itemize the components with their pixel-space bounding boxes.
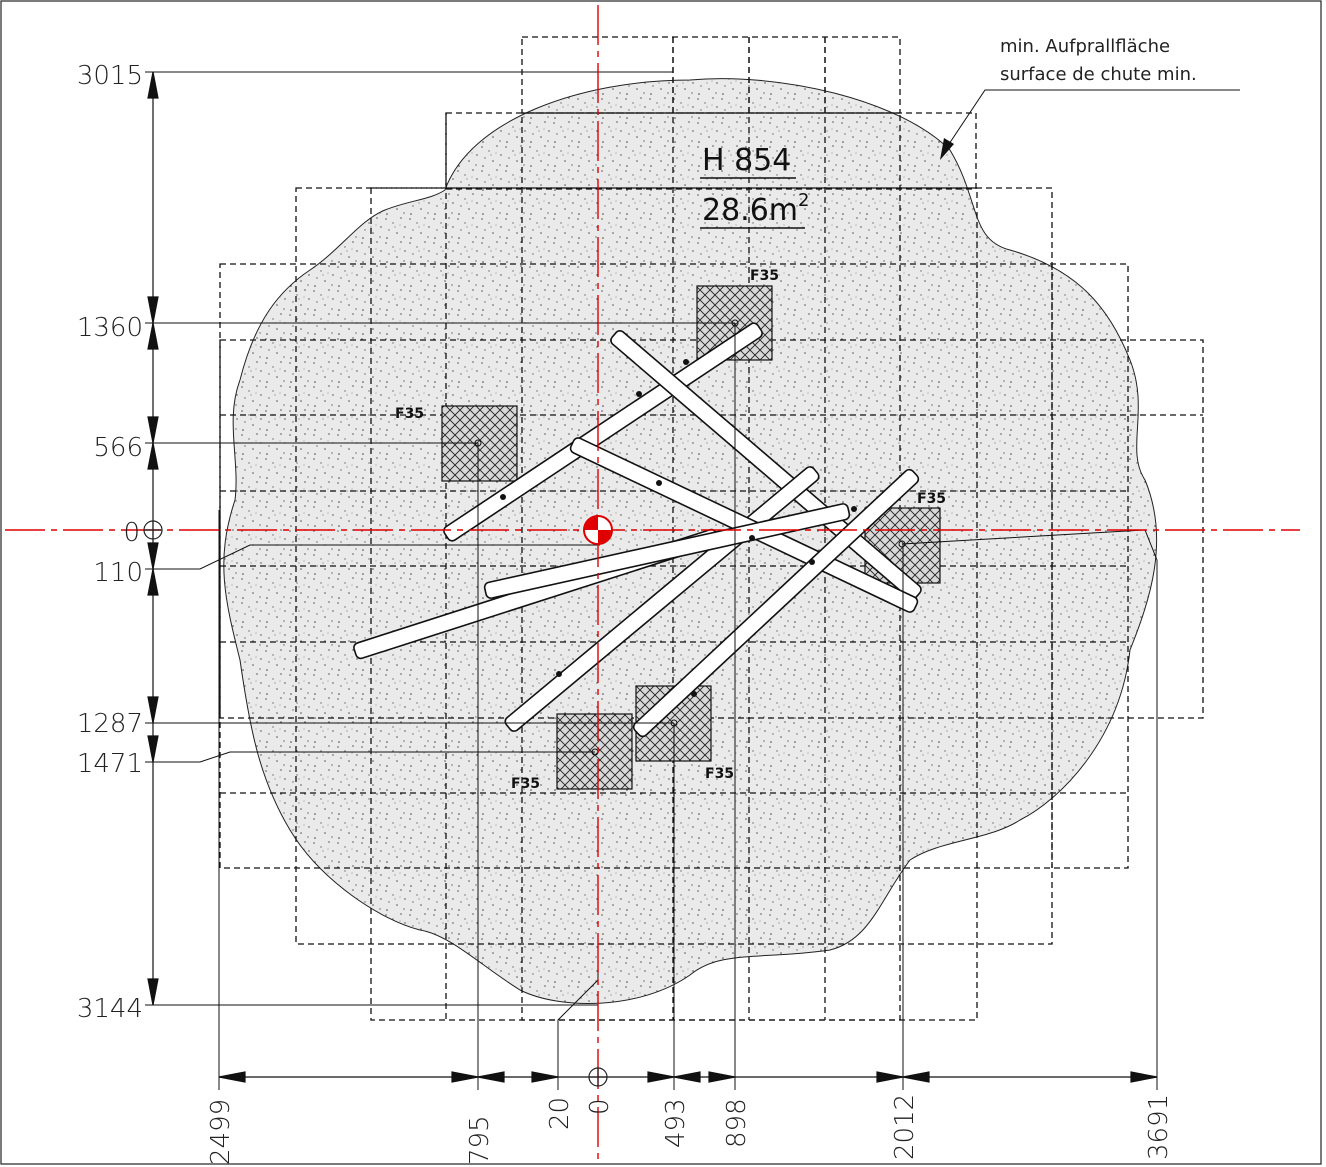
dim-v-3144: 3144 xyxy=(77,994,143,1024)
surface-label-de: min. Aufprallfläche xyxy=(1000,36,1170,57)
leader-lines xyxy=(145,71,1158,1090)
foundation-label-top: F35 xyxy=(750,268,779,284)
area-value: 28.6m2 xyxy=(702,190,809,228)
beams xyxy=(353,322,922,738)
dim-v-3015: 3015 xyxy=(77,61,143,91)
dim-v-110: 110 xyxy=(93,558,143,588)
surface-label-arrow xyxy=(940,138,954,160)
dim-v-566: 566 xyxy=(93,433,143,463)
center-axes xyxy=(5,5,1300,1162)
joints xyxy=(474,319,906,756)
dim-h-2499: 2499 xyxy=(206,1099,236,1165)
dim-v-1360: 1360 xyxy=(77,313,143,343)
surface-label-fr: surface de chute min. xyxy=(1000,64,1197,85)
dim-v-1471: 1471 xyxy=(77,749,143,779)
dim-h-795: 795 xyxy=(465,1115,495,1165)
foundation-label-left: F35 xyxy=(395,406,424,422)
dim-h-0: 0 xyxy=(585,1098,615,1115)
origin-markers xyxy=(143,520,608,1087)
horizontal-dimension-line xyxy=(218,1071,1158,1083)
product-title: H 854 xyxy=(702,143,791,178)
dim-h-3691: 3691 xyxy=(1144,1094,1174,1160)
dim-h-898: 898 xyxy=(722,1098,752,1148)
foundation-label-bottom-right: F35 xyxy=(705,766,734,782)
center-mark-icon xyxy=(583,515,613,545)
dim-h-2012: 2012 xyxy=(890,1094,920,1160)
surface-label-leader xyxy=(944,89,1240,151)
dim-v-0: 0 xyxy=(123,518,140,548)
foundation-label-right: F35 xyxy=(917,491,946,507)
dim-h-20: 20 xyxy=(545,1097,575,1130)
dim-v-1287: 1287 xyxy=(77,709,143,739)
dim-h-493: 493 xyxy=(661,1098,691,1148)
foundation-label-bottom-left: F35 xyxy=(511,776,540,792)
